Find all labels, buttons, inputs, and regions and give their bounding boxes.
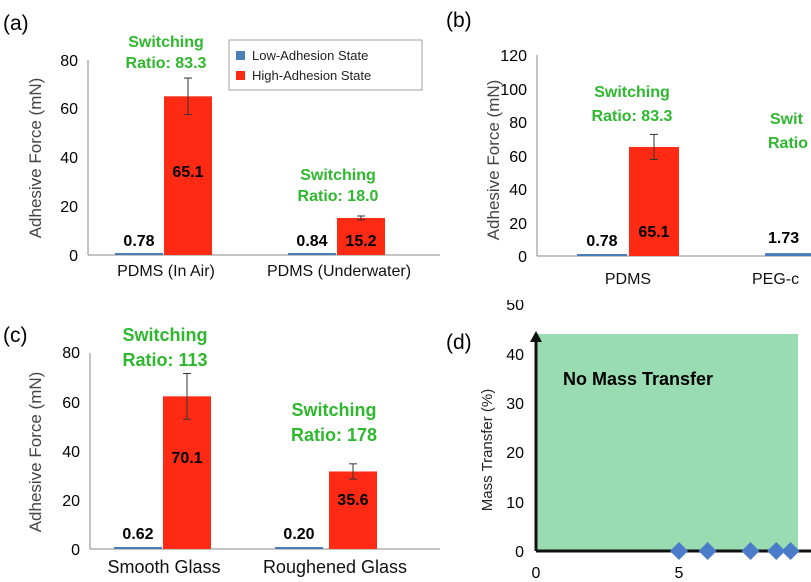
panel-letter-b: (b) — [446, 9, 472, 32]
switching-ratio-label: Switching — [300, 167, 376, 184]
panel-b-chart: Adhesive Force (mN) 0 20 40 60 80 100 12… — [484, 48, 811, 288]
no-mass-transfer-label: No Mass Transfer — [563, 369, 713, 389]
y-axis-arrow-icon — [530, 331, 542, 342]
bar-label-high-pdms-underwater: 15.2 — [345, 233, 376, 250]
switching-ratio-value: Ratio — [768, 135, 808, 152]
switching-ratio-label: Switching — [594, 84, 670, 101]
panel-b-ytick: 20 — [509, 216, 527, 233]
bar-high-pdms — [629, 146, 679, 256]
switching-ratio-value: Ratio: 83.3 — [592, 108, 673, 125]
bar-high-pdms-underwater — [337, 217, 385, 255]
panel-a-ytick: 60 — [60, 101, 78, 118]
legend-box — [228, 39, 423, 91]
bar-label-low-smooth-glass: 0.62 — [122, 526, 153, 543]
bar-label-low-peg: 1.73 — [768, 230, 799, 247]
panel-d-xtick: 5 — [675, 565, 684, 582]
panel-d-ytick: 10 — [506, 495, 524, 512]
bar-low-pdms-underwater — [288, 252, 336, 255]
panel-b-ylabel: Adhesive Force (mN) — [484, 80, 503, 241]
switching-ratio-value: Ratio: 18.0 — [298, 188, 379, 205]
panel-b-ytick: 60 — [509, 149, 527, 166]
switching-ratio-label: Switching — [123, 325, 208, 345]
panel-b-ytick: 0 — [518, 249, 527, 266]
panel-c-ytick: 80 — [62, 345, 80, 362]
error-bar-pdms — [650, 133, 658, 161]
data-point — [670, 542, 688, 560]
panel-d-ylabel: Mass Transfer (%) — [479, 389, 496, 512]
panel-c-ylabel: Adhesive Force (mN) — [26, 372, 45, 533]
data-point — [741, 542, 760, 560]
panel-c-ytick: 0 — [71, 542, 80, 559]
panel-a-chart: Adhesive Force (mN) 0 20 40 60 80 0.78 6… — [26, 34, 440, 280]
bar-high-roughened-glass — [329, 471, 377, 549]
panel-c-ytick: 20 — [62, 493, 80, 510]
error-bar-roughened-glass — [349, 463, 357, 480]
bar-label-low-pdms-air: 0.78 — [123, 233, 154, 250]
panel-b-ytick: 100 — [500, 82, 527, 99]
data-point — [781, 542, 800, 560]
panel-a-ytick: 0 — [69, 248, 78, 265]
panel-d-chart: Mass Transfer (%) 0 10 20 30 40 50 0 5 N… — [479, 297, 811, 582]
panel-b-ytick: 120 — [500, 48, 527, 65]
bar-label-low-pdms-underwater: 0.84 — [296, 233, 327, 250]
panel-d-ytick: 50 — [506, 297, 524, 314]
panel-a-ytick: 40 — [60, 150, 78, 167]
switching-ratio-label: Switching — [128, 34, 204, 51]
panel-letter-d: (d) — [446, 331, 472, 354]
panel-a-ytick: 20 — [60, 199, 78, 216]
panel-a-ytick: 80 — [60, 53, 78, 70]
panel-c-ytick: 40 — [62, 444, 80, 461]
bar-low-pdms — [577, 254, 627, 256]
panel-letter-a: (a) — [3, 12, 29, 35]
bar-high-smooth-glass — [163, 396, 211, 549]
panel-b-ytick: 80 — [509, 115, 527, 132]
category-label: PEG-c — [752, 271, 799, 288]
category-label: Smooth Glass — [107, 557, 220, 577]
error-bar-smooth-glass — [183, 372, 191, 420]
panel-letter-c: (c) — [3, 324, 28, 347]
panel-b-ytick: 40 — [509, 182, 527, 199]
category-label: PDMS — [605, 271, 651, 288]
panel-d-ytick: 0 — [515, 544, 524, 561]
bar-label-high-smooth-glass: 70.1 — [171, 450, 202, 467]
switching-ratio-label: Switching — [292, 400, 377, 420]
category-label: Roughened Glass — [263, 557, 407, 577]
panel-d-ytick: 20 — [506, 445, 524, 462]
panel-d-ytick: 30 — [506, 396, 524, 413]
bar-label-high-pdms-air: 65.1 — [172, 164, 203, 181]
data-point — [767, 542, 786, 560]
bar-low-smooth-glass — [114, 547, 162, 549]
bar-low-pdms-air — [115, 253, 163, 255]
bar-label-low-pdms: 0.78 — [586, 233, 617, 250]
legend-label-low: Low-Adhesion State — [252, 48, 368, 63]
bar-low-roughened-glass — [275, 547, 323, 549]
bar-label-low-roughened-glass: 0.20 — [283, 526, 314, 543]
panel-a-ylabel: Adhesive Force (mN) — [26, 78, 45, 239]
category-label: PDMS (Underwater) — [267, 263, 411, 280]
panel-d-ytick: 40 — [506, 347, 524, 364]
legend-label-high: High-Adhesion State — [252, 68, 371, 83]
error-bar-pdms-air — [184, 77, 192, 116]
bar-low-peg — [765, 253, 811, 256]
panel-d-xtick: 0 — [532, 565, 541, 582]
bar-label-high-pdms: 65.1 — [638, 224, 669, 241]
switching-ratio-value: Ratio: 178 — [291, 425, 377, 445]
error-bar-pdms-underwater — [357, 215, 365, 221]
bar-high-pdms-air — [164, 96, 212, 255]
no-mass-transfer-zone — [536, 334, 798, 551]
legend-swatch-low — [236, 51, 245, 60]
panel-c-chart: Adhesive Force (mN) 0 20 40 60 80 0.62 7… — [26, 325, 440, 577]
legend-swatch-high — [236, 71, 245, 80]
switching-ratio-label: Swit — [770, 111, 804, 128]
switching-ratio-value: Ratio: 83.3 — [126, 55, 207, 72]
data-point — [698, 542, 717, 560]
panel-c-ytick: 60 — [62, 395, 80, 412]
category-label: PDMS (In Air) — [117, 263, 215, 280]
switching-ratio-value: Ratio: 113 — [122, 350, 207, 370]
panel-d-data-points — [670, 542, 800, 560]
bar-label-high-roughened-glass: 35.6 — [337, 492, 368, 509]
